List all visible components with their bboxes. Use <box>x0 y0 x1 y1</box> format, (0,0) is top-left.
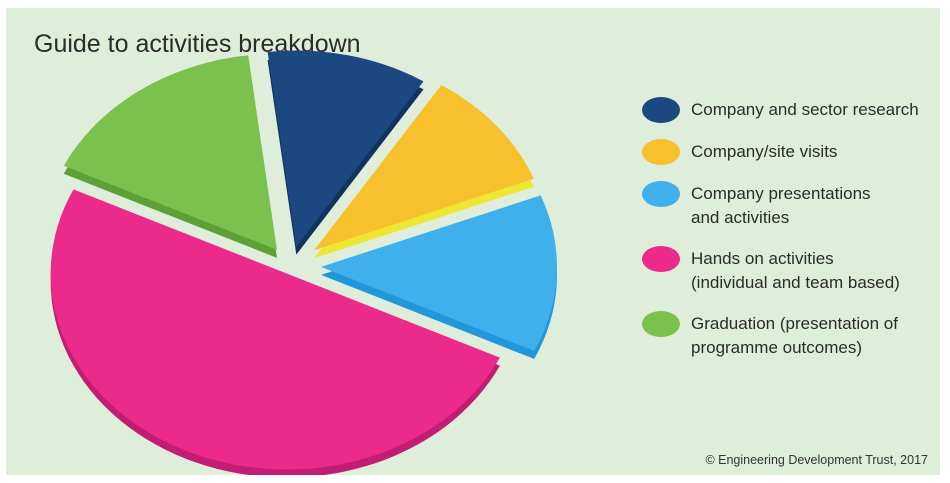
legend-label: Hands on activities (individual and team … <box>691 249 900 292</box>
pie-slice-company-site-visits <box>314 85 534 259</box>
legend-item-company-and-sector-research: Company and sector research <box>642 97 936 123</box>
pie-slice-top <box>314 85 534 251</box>
copyright-credit: © Engineering Development Trust, 2017 <box>705 453 928 467</box>
legend-label: Graduation (presentation of programme out… <box>691 314 898 357</box>
legend-swatch <box>642 97 680 123</box>
legend-item-company-site-visits: Company/site visits <box>642 139 936 165</box>
legend-item-graduation-presentation-of-programme-outcomes: Graduation (presentation of programme out… <box>642 311 936 360</box>
legend-item-company-presentations-and-activities: Company presentations and activities <box>642 181 936 230</box>
pie-chart <box>50 50 557 475</box>
pie-slice-top <box>50 189 500 470</box>
pie-slice-top <box>320 195 557 351</box>
pie-slice-hands-on-activities-individual-and-team-based <box>50 189 500 475</box>
legend-swatch <box>642 311 680 337</box>
legend-label: Company presentations and activities <box>691 184 871 227</box>
legend-label: Company and sector research <box>691 100 919 119</box>
legend-label: Company/site visits <box>691 142 838 161</box>
legend-swatch <box>642 181 680 207</box>
pie-slice-company-and-sector-research <box>267 50 424 255</box>
pie-slice-top <box>63 55 277 250</box>
pie-slice-company-presentations-and-activities <box>320 195 557 359</box>
legend: Company and sector research Company/site … <box>642 97 936 377</box>
legend-swatch <box>642 246 680 272</box>
legend-swatch <box>642 139 680 165</box>
pie-slice-top <box>267 50 424 247</box>
chart-panel: Guide to activities breakdown Company an… <box>6 8 940 475</box>
legend-item-hands-on-activities-individual-and-team-based: Hands on activities (individual and team … <box>642 246 936 295</box>
pie-slice-graduation-presentation-of-programme-outcomes <box>63 55 277 258</box>
